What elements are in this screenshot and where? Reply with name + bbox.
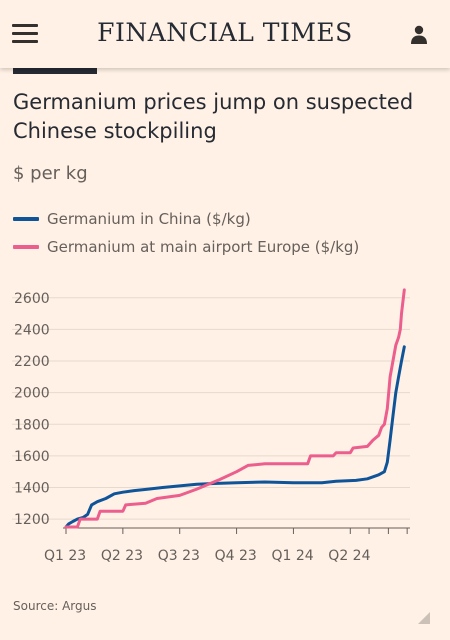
y-tick-label: 2600 xyxy=(14,291,50,307)
y-tick-label: 1600 xyxy=(14,449,50,465)
source-note: Source: Argus xyxy=(13,599,97,613)
legend-swatch-europe xyxy=(13,245,39,249)
series-line-china xyxy=(64,345,406,529)
resize-handle-icon xyxy=(418,612,430,624)
site-header: FINANCIAL TIMES xyxy=(0,0,450,68)
x-tick-label: Q2 23 xyxy=(101,548,143,564)
chart-legend: Germanium in China ($/kg) Germanium at m… xyxy=(13,205,359,261)
user-account-icon[interactable] xyxy=(410,25,428,45)
y-tick-label: 2400 xyxy=(14,322,50,338)
chart-title: Germanium prices jump on suspected Chine… xyxy=(13,90,414,143)
x-tick-label: Q1 24 xyxy=(271,548,313,564)
legend-label-europe: Germanium at main airport Europe ($/kg) xyxy=(47,238,360,256)
hamburger-menu-icon[interactable] xyxy=(12,24,38,44)
brand-logo[interactable]: FINANCIAL TIMES xyxy=(97,18,353,47)
legend-label-china: Germanium in China ($/kg) xyxy=(47,210,251,228)
legend-item-europe: Germanium at main airport Europe ($/kg) xyxy=(13,233,359,261)
y-tick-label: 1800 xyxy=(14,417,50,433)
line-chart: 1200 1400 1600 1800 2000 2200 2400 2600 Q1 23 Q2 … xyxy=(12,288,410,564)
x-tick-label: Q1 23 xyxy=(44,548,86,564)
legend-swatch-china xyxy=(13,217,39,221)
y-tick-label: 1200 xyxy=(14,512,50,528)
chart-subtitle: $ per kg xyxy=(13,163,88,184)
y-tick-label: 2200 xyxy=(14,354,50,370)
y-tick-label: 1400 xyxy=(14,480,50,496)
x-tick-label: Q2 24 xyxy=(328,548,370,564)
x-tick-label: Q4 23 xyxy=(215,548,257,564)
topic-accent-bar xyxy=(13,68,97,74)
series-line-europe xyxy=(64,288,406,529)
x-tick-label: Q3 23 xyxy=(158,548,200,564)
y-tick-label: 2000 xyxy=(14,386,50,402)
legend-item-china: Germanium in China ($/kg) xyxy=(13,205,359,233)
